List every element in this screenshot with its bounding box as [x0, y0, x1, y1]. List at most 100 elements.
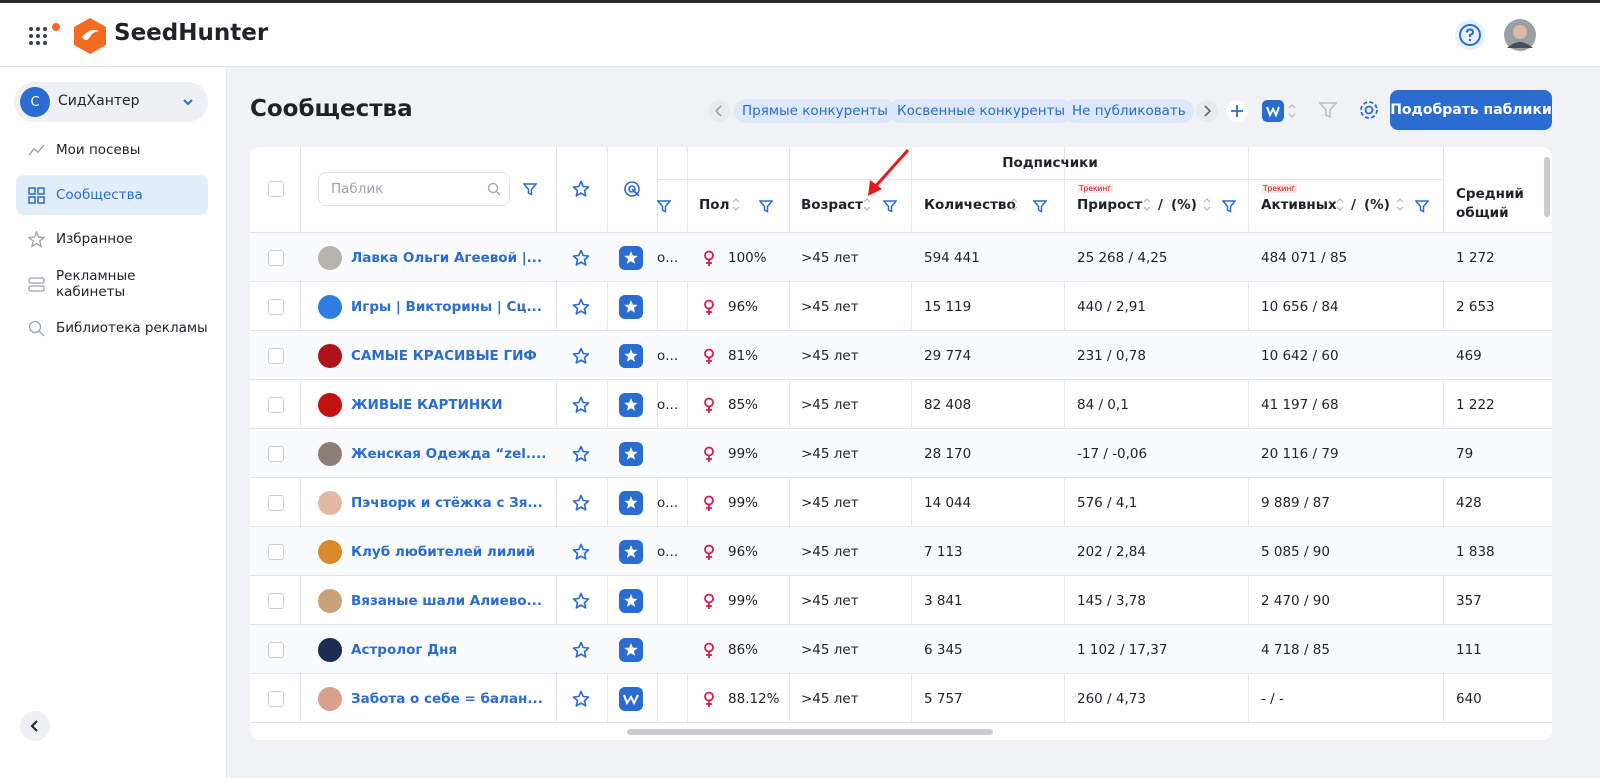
- brand[interactable]: SeedHunter: [114, 20, 268, 46]
- favorite-toggle[interactable]: [572, 543, 590, 565]
- community-name[interactable]: Пэчворк и стёжка с Зя...: [351, 493, 543, 513]
- column-header[interactable]: /: [1158, 195, 1163, 215]
- filter-icon[interactable]: [657, 199, 671, 217]
- platform-icon[interactable]: [619, 344, 643, 372]
- help-button[interactable]: [1454, 19, 1486, 51]
- vertical-scrollbar[interactable]: [1544, 157, 1550, 217]
- favorite-toggle[interactable]: [572, 592, 590, 614]
- favorite-toggle[interactable]: [572, 445, 590, 467]
- checkbox[interactable]: [268, 544, 284, 560]
- filter-icon[interactable]: [1222, 199, 1236, 217]
- community-name[interactable]: Забота о себе = балан...: [351, 689, 543, 709]
- platform-icon[interactable]: [619, 589, 643, 617]
- platform-icon[interactable]: [619, 540, 643, 568]
- column-header[interactable]: Возраст: [801, 195, 863, 215]
- favorite-toggle[interactable]: [572, 641, 590, 663]
- platform-icon[interactable]: [619, 295, 643, 323]
- primary-button[interactable]: Подобрать паблики: [1390, 90, 1552, 130]
- filter-icon[interactable]: [1033, 199, 1047, 217]
- user-avatar[interactable]: [1503, 18, 1537, 52]
- sort-icon[interactable]: [1202, 197, 1212, 216]
- platform-icon[interactable]: [619, 442, 643, 470]
- column-header[interactable]: Средний общий: [1456, 185, 1526, 223]
- page-title: Сообщества: [250, 96, 413, 122]
- favorite-toggle[interactable]: [572, 690, 590, 712]
- truncated-cell: о...: [657, 493, 685, 513]
- community-name[interactable]: САМЫЕ КРАСИВЫЕ ГИФ: [351, 346, 537, 366]
- checkbox[interactable]: [268, 642, 284, 658]
- platform-select[interactable]: [1262, 99, 1302, 123]
- add-tag[interactable]: [1226, 99, 1248, 123]
- column-header[interactable]: Количество: [924, 195, 1016, 215]
- tag[interactable]: Косвенные конкуренты: [889, 99, 1073, 123]
- favorite-toggle[interactable]: [572, 494, 590, 516]
- gender-share: 99%: [728, 591, 758, 611]
- community-name[interactable]: Женская Одежда “zel....: [351, 444, 546, 464]
- favorite-header[interactable]: [572, 180, 590, 202]
- menu-icon: [28, 142, 46, 164]
- community-name[interactable]: ЖИВЫЕ КАРТИНКИ: [351, 395, 503, 415]
- active-subscribers: 10 642 / 60: [1261, 346, 1339, 366]
- column-header[interactable]: (%): [1171, 195, 1197, 215]
- favorite-toggle[interactable]: [572, 298, 590, 320]
- tag[interactable]: Не публиковать: [1064, 99, 1194, 123]
- checkbox[interactable]: [268, 593, 284, 609]
- filter-icon[interactable]: [759, 199, 773, 217]
- menu-item[interactable]: Сообщества: [16, 175, 208, 215]
- community-name[interactable]: Вязаные шали Алиево...: [351, 591, 542, 611]
- menu-item[interactable]: Мои посевы: [16, 130, 208, 170]
- target-header[interactable]: [623, 180, 641, 202]
- column-header[interactable]: Прирост: [1077, 195, 1142, 215]
- search-box[interactable]: Паблик: [318, 172, 510, 206]
- menu-item[interactable]: Избранное: [16, 219, 208, 259]
- menu-item[interactable]: Рекламные кабинеты: [16, 264, 208, 304]
- favorite-toggle[interactable]: [572, 347, 590, 369]
- column-header[interactable]: Пол: [699, 195, 729, 215]
- apps-icon[interactable]: [28, 23, 64, 51]
- platform-icon[interactable]: [619, 491, 643, 519]
- platform-icon[interactable]: [619, 393, 643, 421]
- favorite-toggle[interactable]: [572, 396, 590, 418]
- column-header[interactable]: /: [1351, 195, 1356, 215]
- sort-icon[interactable]: [1335, 197, 1345, 216]
- checkbox[interactable]: [268, 250, 284, 266]
- logo-icon[interactable]: [72, 17, 108, 55]
- community-name[interactable]: Игры | Викторины | Сц...: [351, 297, 542, 317]
- menu-icon: [28, 187, 46, 209]
- column-header[interactable]: (%): [1364, 195, 1390, 215]
- checkbox[interactable]: [268, 299, 284, 315]
- sort-icon[interactable]: [731, 197, 741, 216]
- group-header: Подписчики: [657, 153, 1443, 173]
- tags-next[interactable]: [1196, 99, 1218, 123]
- platform-icon[interactable]: [619, 687, 643, 715]
- sort-icon[interactable]: [1395, 197, 1405, 216]
- menu-item[interactable]: Библиотека рекламы: [16, 308, 208, 348]
- checkbox[interactable]: [268, 446, 284, 462]
- checkbox[interactable]: [268, 495, 284, 511]
- checkbox[interactable]: [268, 181, 284, 197]
- community-name[interactable]: Клуб любителей лилий: [351, 542, 535, 562]
- sort-icon[interactable]: [1009, 197, 1019, 216]
- tags-prev[interactable]: [708, 99, 730, 123]
- filter-button[interactable]: [1318, 100, 1338, 120]
- checkbox[interactable]: [268, 691, 284, 707]
- sort-icon[interactable]: [1142, 197, 1152, 216]
- filter-icon[interactable]: [523, 182, 537, 200]
- avatar: [318, 344, 342, 368]
- collapse-button[interactable]: [20, 711, 50, 741]
- checkbox[interactable]: [268, 397, 284, 413]
- column-header[interactable]: Активных: [1261, 195, 1337, 215]
- tag[interactable]: Прямые конкуренты: [734, 99, 896, 123]
- platform-icon[interactable]: [619, 246, 643, 274]
- age: >45 лет: [801, 248, 859, 268]
- settings-button[interactable]: [1358, 99, 1380, 121]
- community-name[interactable]: Лавка Ольги Агеевой |...: [351, 248, 542, 268]
- filter-icon[interactable]: [1415, 199, 1429, 217]
- community-name[interactable]: Астролог Дня: [351, 640, 457, 660]
- platform-icon[interactable]: [619, 638, 643, 666]
- favorite-toggle[interactable]: [572, 249, 590, 271]
- checkbox[interactable]: [268, 348, 284, 364]
- horizontal-scrollbar[interactable]: [627, 729, 993, 735]
- workspace-selector[interactable]: С СидХантер: [14, 82, 208, 122]
